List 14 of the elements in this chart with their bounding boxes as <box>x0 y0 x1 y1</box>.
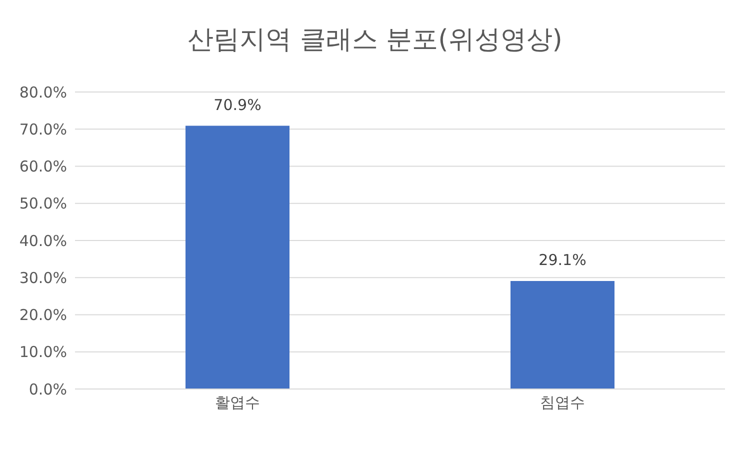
x-tick-label: 활엽수 <box>215 394 260 412</box>
y-tick-label: 40.0% <box>19 232 67 250</box>
data-label: 70.9% <box>214 96 262 114</box>
y-tick-label: 10.0% <box>19 343 67 362</box>
y-tick-label: 30.0% <box>19 268 67 287</box>
y-tick-label: 70.0% <box>19 120 67 138</box>
y-tick-label: 60.0% <box>19 158 67 176</box>
x-tick-label: 침엽수 <box>540 394 585 412</box>
data-label: 29.1% <box>538 250 586 269</box>
y-tick-label: 50.0% <box>19 194 67 213</box>
y-tick-label: 80.0% <box>19 83 67 102</box>
y-tick-label: 20.0% <box>19 306 67 324</box>
y-tick-label: 0.0% <box>28 380 67 398</box>
chart-title: 산림지역 클래스 분포(위성영상) <box>186 24 564 57</box>
